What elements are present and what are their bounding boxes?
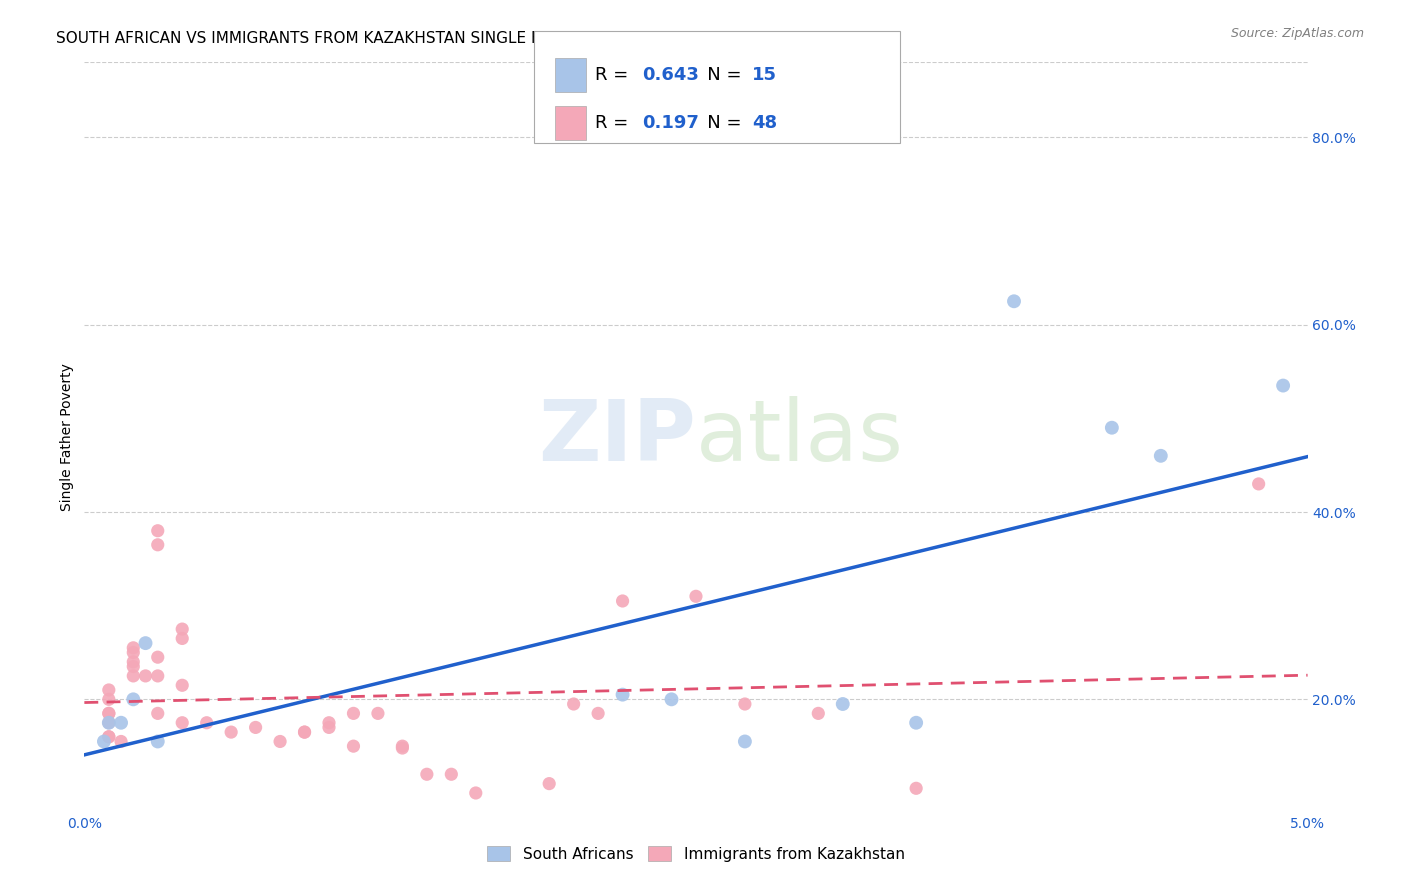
Point [110, 715, 132, 730]
Point [172, 622, 194, 636]
Point [122, 640, 145, 655]
Point [831, 697, 853, 711]
Point [146, 650, 169, 665]
Point [391, 739, 413, 753]
Point [1247, 476, 1270, 491]
Point [586, 706, 609, 721]
Point [612, 688, 634, 702]
Point [1002, 294, 1025, 309]
Point [122, 669, 145, 683]
Point [97, 706, 120, 721]
Text: R =: R = [595, 66, 634, 84]
Point [172, 678, 194, 692]
Text: 15: 15 [752, 66, 778, 84]
Text: N =: N = [690, 114, 748, 132]
Point [734, 697, 756, 711]
Point [97, 715, 120, 730]
Point [219, 725, 242, 739]
Point [905, 781, 928, 796]
Point [562, 697, 585, 711]
Point [97, 730, 120, 744]
Point [97, 683, 120, 698]
Point [1150, 449, 1173, 463]
Point [135, 636, 157, 650]
Point [464, 786, 486, 800]
Text: atlas: atlas [696, 395, 904, 479]
Text: SOUTH AFRICAN VS IMMIGRANTS FROM KAZAKHSTAN SINGLE FATHER POVERTY CORRELATION CH: SOUTH AFRICAN VS IMMIGRANTS FROM KAZAKHS… [56, 31, 832, 46]
Point [245, 721, 267, 735]
Point [391, 741, 413, 756]
Text: R =: R = [595, 114, 634, 132]
Text: 0.197: 0.197 [643, 114, 699, 132]
Point [172, 715, 194, 730]
Point [195, 715, 218, 730]
Y-axis label: Single Father Poverty: Single Father Poverty [60, 363, 75, 511]
Text: ZIP: ZIP [538, 395, 696, 479]
Point [122, 646, 145, 660]
Text: 48: 48 [752, 114, 778, 132]
Point [135, 669, 157, 683]
Point [269, 734, 291, 748]
Point [342, 739, 364, 753]
Point [440, 767, 463, 781]
Point [612, 594, 634, 608]
Point [318, 715, 340, 730]
Text: N =: N = [690, 66, 748, 84]
Text: 0.643: 0.643 [643, 66, 699, 84]
Point [661, 692, 683, 706]
Point [294, 725, 316, 739]
Point [122, 655, 145, 669]
Point [97, 715, 120, 730]
Point [905, 715, 928, 730]
Point [294, 725, 316, 739]
Point [807, 706, 830, 721]
Point [122, 659, 145, 673]
Text: Source: ZipAtlas.com: Source: ZipAtlas.com [1230, 27, 1364, 40]
Point [146, 734, 169, 748]
Point [146, 538, 169, 552]
Point [97, 692, 120, 706]
Legend: South Africans, Immigrants from Kazakhstan: South Africans, Immigrants from Kazakhst… [481, 839, 911, 868]
Point [122, 692, 145, 706]
Point [97, 730, 120, 744]
Point [97, 706, 120, 721]
Point [318, 721, 340, 735]
Point [146, 706, 169, 721]
Point [342, 706, 364, 721]
Point [538, 776, 561, 791]
Point [93, 734, 115, 748]
Point [1272, 378, 1295, 392]
Point [146, 524, 169, 538]
Point [416, 767, 439, 781]
Point [685, 589, 707, 603]
Point [734, 734, 756, 748]
Point [146, 669, 169, 683]
Point [172, 632, 194, 646]
Point [367, 706, 389, 721]
Point [1101, 420, 1123, 434]
Point [110, 734, 132, 748]
